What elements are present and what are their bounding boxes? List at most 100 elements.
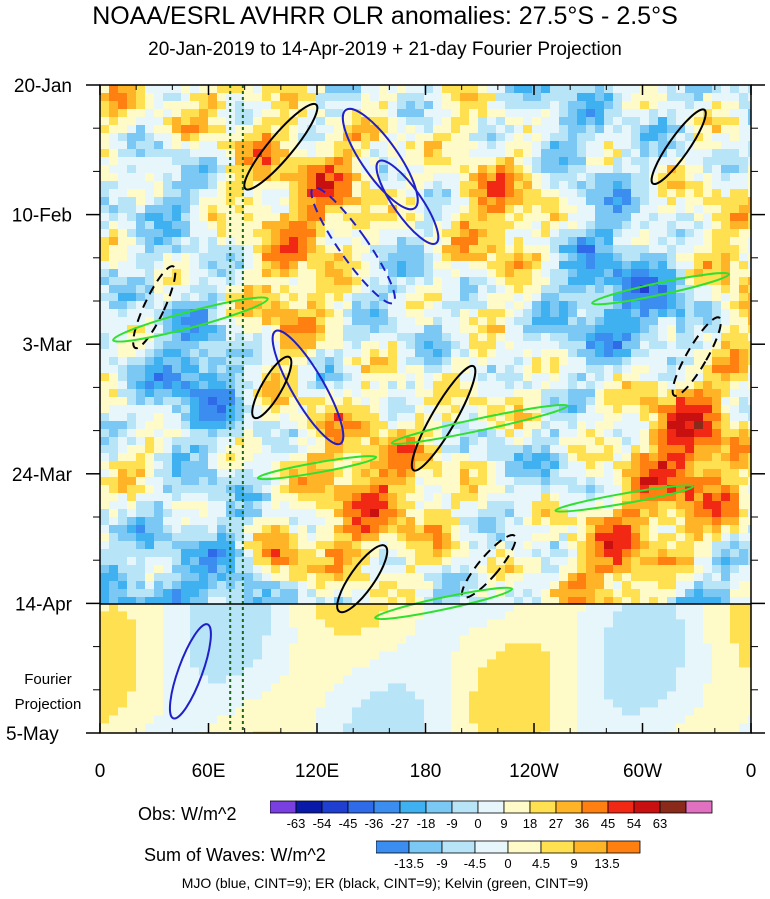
- field-cell: [658, 237, 668, 246]
- field-cell: [397, 349, 407, 358]
- field-cell: [307, 533, 317, 542]
- field-cell: [460, 445, 470, 454]
- field-cell: [379, 109, 389, 118]
- projection-cell: [586, 611, 596, 620]
- field-cell: [703, 197, 713, 206]
- field-cell: [550, 197, 560, 206]
- field-cell: [694, 349, 704, 358]
- field-cell: [631, 421, 641, 430]
- field-cell: [622, 533, 632, 542]
- field-cell: [739, 517, 749, 526]
- field-cell: [577, 189, 587, 198]
- field-cell: [631, 309, 641, 318]
- field-cell: [523, 445, 533, 454]
- field-cell: [370, 517, 380, 526]
- field-cell: [145, 597, 155, 604]
- field-cell: [298, 565, 308, 574]
- field-cell: [514, 541, 524, 550]
- field-cell: [307, 109, 317, 118]
- field-cell: [721, 357, 731, 366]
- field-cell: [379, 557, 389, 566]
- field-cell: [604, 381, 614, 390]
- field-cell: [496, 581, 506, 590]
- field-cell: [127, 133, 137, 142]
- projection-cell: [163, 604, 173, 612]
- field-cell: [604, 117, 614, 126]
- field-cell: [631, 381, 641, 390]
- field-cell: [145, 453, 155, 462]
- field-cell: [352, 141, 362, 150]
- field-cell: [424, 469, 434, 478]
- field-cell: [496, 477, 506, 486]
- field-cell: [568, 157, 578, 166]
- field-cell: [253, 125, 263, 134]
- field-cell: [136, 381, 146, 390]
- field-cell: [370, 141, 380, 150]
- field-cell: [415, 445, 425, 454]
- field-cell: [127, 413, 137, 422]
- field-cell: [316, 173, 326, 182]
- field-cell: [496, 301, 506, 310]
- field-cell: [442, 405, 452, 414]
- field-cell: [631, 245, 641, 254]
- field-cell: [217, 397, 227, 406]
- field-cell: [109, 277, 119, 286]
- projection-cell: [550, 619, 560, 628]
- field-cell: [163, 413, 173, 422]
- field-cell: [622, 301, 632, 310]
- field-cell: [172, 261, 182, 270]
- field-cell: [568, 597, 578, 604]
- field-cell: [343, 397, 353, 406]
- field-cell: [433, 245, 443, 254]
- field-cell: [658, 405, 668, 414]
- field-cell: [478, 141, 488, 150]
- field-cell: [541, 293, 551, 302]
- field-cell: [586, 573, 596, 582]
- field-cell: [307, 373, 317, 382]
- field-cell: [226, 301, 236, 310]
- field-cell: [289, 85, 299, 94]
- field-cell: [676, 469, 686, 478]
- field-cell: [739, 581, 749, 590]
- field-cell: [298, 573, 308, 582]
- field-cell: [316, 533, 326, 542]
- field-cell: [370, 93, 380, 102]
- field-cell: [325, 301, 335, 310]
- field-cell: [406, 413, 416, 422]
- field-cell: [505, 493, 515, 502]
- field-cell: [523, 429, 533, 438]
- field-cell: [289, 93, 299, 102]
- field-cell: [361, 445, 371, 454]
- field-cell: [658, 221, 668, 230]
- field-cell: [613, 269, 623, 278]
- field-cell: [343, 221, 353, 230]
- field-cell: [316, 501, 326, 510]
- field-cell: [154, 525, 164, 534]
- field-cell: [703, 485, 713, 494]
- field-cell: [361, 469, 371, 478]
- field-cell: [208, 277, 218, 286]
- field-cell: [721, 149, 731, 158]
- field-cell: [649, 413, 659, 422]
- field-cell: [685, 157, 695, 166]
- field-cell: [361, 581, 371, 590]
- projection-cell: [469, 619, 479, 628]
- projection-cell: [505, 611, 515, 620]
- field-cell: [730, 549, 740, 558]
- field-cell: [388, 317, 398, 326]
- field-cell: [298, 141, 308, 150]
- field-cell: [469, 381, 479, 390]
- field-cell: [235, 509, 245, 518]
- field-cell: [487, 429, 497, 438]
- field-cell: [154, 365, 164, 374]
- field-cell: [730, 269, 740, 278]
- projection-cell: [613, 611, 623, 620]
- field-cell: [568, 509, 578, 518]
- projection-cell: [667, 604, 677, 612]
- field-cell: [415, 141, 425, 150]
- field-cell: [289, 509, 299, 518]
- field-cell: [631, 453, 641, 462]
- field-cell: [541, 405, 551, 414]
- field-cell: [730, 493, 740, 502]
- field-cell: [568, 301, 578, 310]
